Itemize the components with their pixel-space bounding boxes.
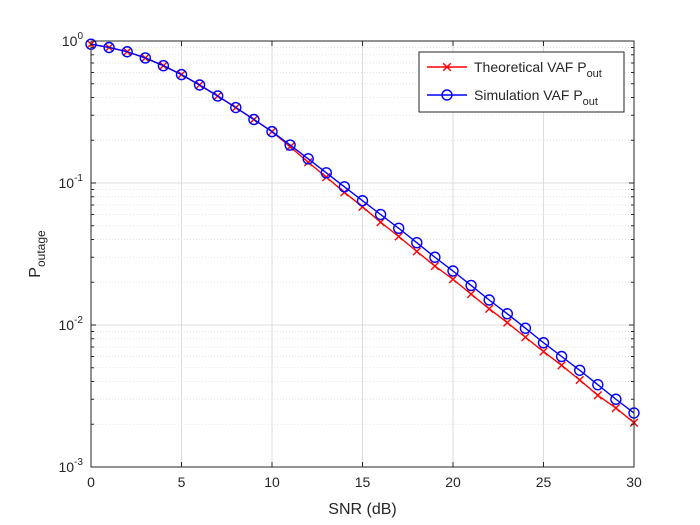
- legend-entry-theoretical: Theoretical VAF Pout: [427, 59, 602, 80]
- y-tick-label: 10-2: [59, 315, 84, 333]
- legend-label: Simulation VAF Pout: [474, 87, 598, 108]
- data-point-simulation: [284, 139, 296, 151]
- data-point-theoretical: [303, 157, 313, 167]
- data-point-simulation: [157, 59, 170, 72]
- data-point-theoretical: [394, 232, 403, 241]
- legend-label: Theoretical VAF Pout: [474, 59, 602, 80]
- legend-swatch-marker: [442, 62, 452, 72]
- data-point-theoretical: [521, 332, 530, 342]
- legend-swatch-marker: [441, 89, 453, 101]
- data-point-theoretical: [466, 289, 476, 299]
- axes: [90, 40, 635, 468]
- data-point-simulation: [465, 279, 477, 292]
- x-tick-label: 5: [178, 474, 186, 490]
- data-point-theoretical: [484, 304, 494, 314]
- y-axis-label-base: P: [27, 267, 44, 278]
- data-point-simulation: [411, 236, 423, 249]
- svg-text:Poutage: Poutage: [27, 230, 48, 278]
- y-tick-label: 10-3: [59, 457, 84, 475]
- data-point-simulation: [483, 294, 495, 306]
- data-point-simulation: [429, 251, 441, 263]
- x-axis-label: SNR (dB): [328, 501, 396, 518]
- x-tick-label: 15: [355, 474, 371, 490]
- series-layer: [85, 38, 640, 428]
- x-tick-label: 25: [536, 474, 552, 490]
- data-point-simulation: [374, 208, 387, 221]
- series-line-simulation: [90, 43, 635, 414]
- series-simulation: [85, 38, 640, 419]
- data-point-theoretical: [611, 403, 621, 413]
- data-point-simulation: [302, 153, 314, 165]
- data-point-simulation: [175, 68, 188, 81]
- data-point-simulation: [610, 393, 622, 405]
- legend-entry-simulation: Simulation VAF Pout: [427, 87, 598, 108]
- x-tick-label: 0: [87, 474, 95, 490]
- data-point-simulation: [356, 195, 369, 207]
- data-point-simulation: [193, 79, 206, 91]
- data-point-simulation: [393, 222, 405, 234]
- data-point-simulation: [501, 308, 513, 320]
- data-point-simulation: [338, 181, 351, 193]
- data-point-simulation: [103, 41, 115, 54]
- x-tick-label: 30: [626, 474, 642, 490]
- y-tick-label: 100: [62, 31, 84, 49]
- axes-box: [90, 40, 635, 468]
- data-point-theoretical: [412, 247, 422, 256]
- data-point-simulation: [519, 322, 532, 334]
- data-point-simulation: [555, 350, 568, 363]
- data-point-theoretical: [448, 274, 458, 284]
- data-point-theoretical: [593, 390, 603, 400]
- tick-labels: 0 5 10 15 20 25 30 10-3 10-2 10-1 100: [59, 31, 642, 490]
- data-point-simulation: [592, 378, 604, 391]
- data-point-theoretical: [575, 375, 584, 385]
- data-point-simulation: [211, 90, 224, 102]
- data-point-simulation: [248, 113, 260, 126]
- legend-box: [418, 51, 625, 113]
- data-point-simulation: [537, 337, 550, 349]
- x-tick-label: 20: [445, 474, 461, 490]
- y-tick-label: 10-1: [59, 173, 84, 191]
- data-point-simulation: [574, 364, 586, 376]
- data-point-simulation: [320, 167, 332, 179]
- data-point-simulation: [139, 52, 152, 64]
- data-point-simulation: [230, 101, 242, 114]
- data-point-simulation: [447, 265, 459, 277]
- data-point-theoretical: [503, 318, 512, 327]
- data-point-simulation: [121, 46, 133, 58]
- data-point-theoretical: [430, 261, 440, 271]
- y-axis-label-sub: outage: [34, 230, 48, 267]
- data-point-theoretical: [557, 361, 566, 370]
- legend: Theoretical VAF Pout Simulation VAF Pout: [418, 51, 625, 113]
- x-tick-label: 10: [264, 474, 280, 490]
- data-point-theoretical: [539, 347, 548, 356]
- data-point-theoretical: [376, 217, 385, 227]
- data-point-simulation: [266, 125, 278, 138]
- y-axis-label: Poutage: [27, 230, 48, 278]
